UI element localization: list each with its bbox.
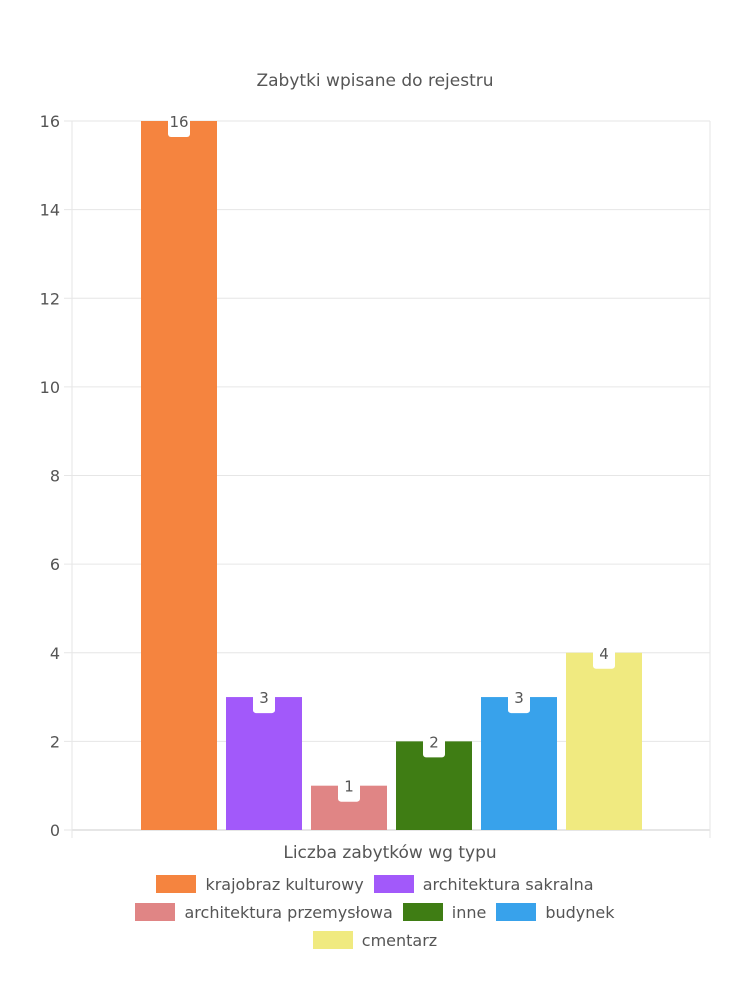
data-label: 16 — [169, 113, 188, 131]
y-tick-label: 16 — [40, 112, 60, 131]
legend-label: architektura przemysłowa — [184, 902, 393, 922]
y-tick-label: 12 — [40, 289, 60, 308]
bar — [481, 697, 557, 830]
data-label: 3 — [514, 689, 524, 707]
data-label: 4 — [599, 645, 609, 663]
legend-swatch — [402, 903, 443, 921]
data-label-badge — [168, 113, 190, 137]
legend-swatch — [496, 903, 537, 921]
legend-swatch — [373, 875, 414, 893]
y-tick-label: 6 — [50, 555, 60, 574]
bar — [226, 697, 302, 830]
legend-swatch — [156, 875, 197, 893]
y-tick-label: 0 — [50, 821, 60, 840]
legend-item[interactable]: inne — [402, 902, 487, 922]
x-axis-title: Liczba zabytków wg typu — [283, 843, 496, 863]
data-label: 3 — [259, 689, 269, 707]
legend-label: architektura sakralna — [422, 874, 594, 894]
legend-label: krajobraz kulturowy — [205, 874, 364, 894]
data-label-badge — [253, 689, 275, 714]
data-label: 2 — [429, 733, 439, 751]
data-label-badge — [338, 777, 360, 802]
legend-item[interactable]: krajobraz kulturowy — [156, 874, 364, 894]
data-label: 1 — [344, 778, 354, 796]
legend-item[interactable]: architektura przemysłowa — [135, 902, 393, 922]
bar — [141, 121, 217, 830]
data-label-badge — [593, 644, 615, 669]
legend-item[interactable]: budynek — [496, 902, 615, 922]
legend-swatch — [135, 903, 176, 921]
legend-swatch — [312, 931, 353, 949]
legend-row: cmentarz — [0, 926, 750, 954]
legend-item[interactable]: cmentarz — [312, 930, 438, 950]
y-tick-label: 10 — [40, 378, 60, 397]
chart-title: Zabytki wpisane do rejestru — [256, 71, 493, 91]
legend-item[interactable]: architektura sakralna — [373, 874, 594, 894]
legend-row: architektura przemysłowa inne budynek — [0, 898, 750, 926]
y-tick-label: 2 — [50, 732, 60, 751]
legend-label: inne — [451, 902, 487, 922]
legend: krajobraz kulturowy architektura sakralna… — [0, 870, 750, 954]
legend-row: krajobraz kulturowy architektura sakralna — [0, 870, 750, 898]
bar — [566, 652, 642, 830]
y-tick-label: 8 — [50, 467, 60, 486]
legend-label: cmentarz — [361, 930, 438, 950]
data-label-badge — [423, 733, 445, 758]
data-label-badge — [508, 689, 530, 714]
y-tick-label: 14 — [40, 201, 60, 220]
legend-label: budynek — [545, 902, 615, 922]
y-tick-label: 4 — [50, 644, 60, 663]
